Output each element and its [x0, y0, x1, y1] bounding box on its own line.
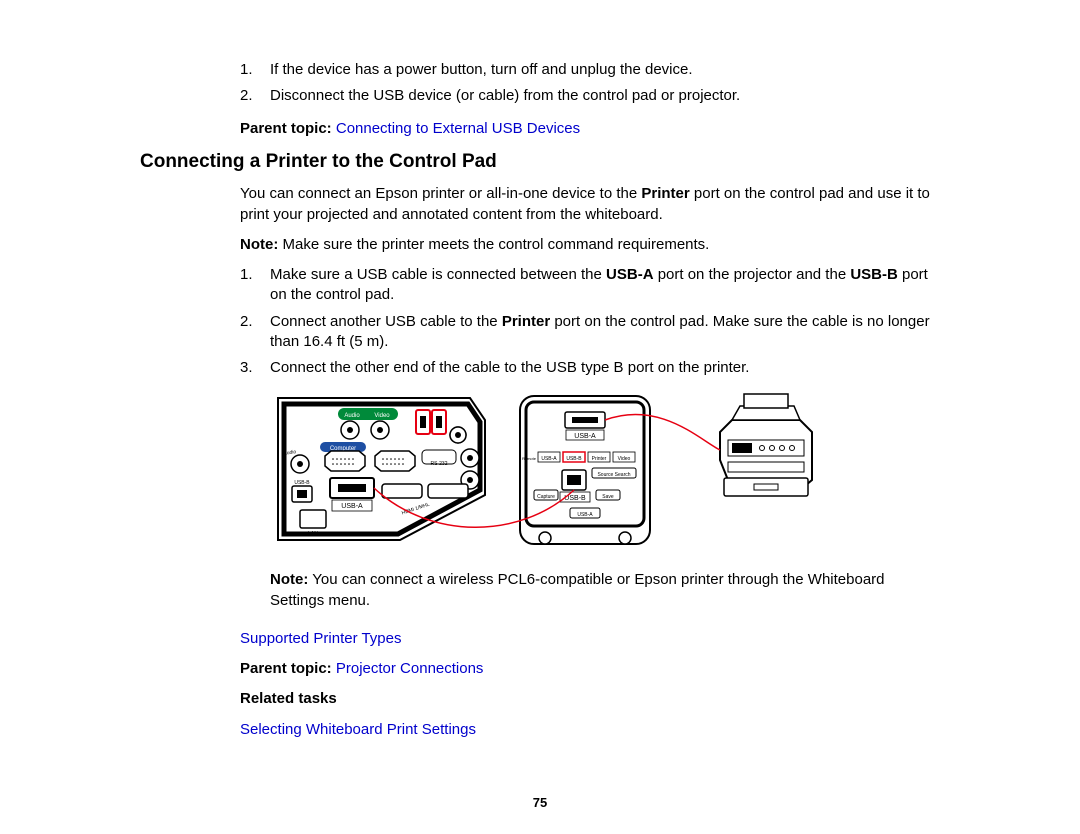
note-text: Make sure the printer meets the control … — [278, 236, 709, 253]
step-bold: USB-B — [850, 266, 898, 283]
steps-ordered-list: 1. Make sure a USB cable is connected be… — [140, 265, 940, 378]
list-number: 3. — [240, 358, 270, 378]
list-text: Connect the other end of the cable to th… — [270, 358, 940, 378]
related-task-link: Selecting Whiteboard Print Settings — [140, 720, 940, 740]
list-text: Connect another USB cable to the Printer… — [270, 312, 940, 353]
svg-text:Audio: Audio — [344, 413, 360, 419]
document-page: 1. If the device has a power button, tur… — [0, 0, 1080, 834]
list-text: Disconnect the USB device (or cable) fro… — [270, 86, 940, 106]
svg-text:USB-A: USB-A — [574, 433, 596, 440]
section-heading: Connecting a Printer to the Control Pad — [140, 149, 940, 175]
list-item: 1. If the device has a power button, tur… — [140, 60, 940, 80]
related-tasks-label: Related tasks — [140, 689, 940, 709]
intro-bold: Printer — [641, 185, 689, 202]
svg-text:Capture: Capture — [537, 494, 555, 500]
parent-topic-link[interactable]: Connecting to External USB Devices — [336, 120, 580, 137]
parent-topic-label: Parent topic: — [240, 120, 336, 137]
step-text: Connect the other end of the cable to th… — [270, 359, 749, 376]
list-number: 1. — [240, 60, 270, 80]
svg-text:Save: Save — [602, 494, 614, 500]
svg-text:USB-B: USB-B — [566, 456, 582, 462]
top-ordered-list: 1. If the device has a power button, tur… — [140, 60, 940, 107]
link-supported-printers[interactable]: Supported Printer Types — [240, 630, 401, 647]
step-bold: Printer — [502, 313, 550, 330]
list-text: If the device has a power button, turn o… — [270, 60, 940, 80]
section-intro: You can connect an Epson printer or all-… — [140, 184, 940, 225]
svg-text:Video: Video — [374, 413, 390, 419]
list-item: 2. Disconnect the USB device (or cable) … — [140, 86, 940, 106]
list-number: 2. — [240, 86, 270, 106]
svg-text:Source Search: Source Search — [597, 472, 630, 478]
supported-link: Supported Printer Types — [140, 629, 940, 649]
note-line: Note: You can connect a wireless PCL6-co… — [140, 570, 940, 611]
step-text: Make sure a USB cable is connected betwe… — [270, 266, 606, 283]
page-number: 75 — [0, 794, 1080, 812]
connection-diagram: AudioVideoComputerRS-232AudioUSB-BUSB-AL… — [140, 390, 940, 550]
note-line: Note: Make sure the printer meets the co… — [140, 235, 940, 255]
step-text: Connect another USB cable to the — [270, 313, 502, 330]
step-bold: USB-A — [606, 266, 654, 283]
list-item: 1. Make sure a USB cable is connected be… — [140, 265, 940, 306]
parent-topic-label: Parent topic: — [240, 660, 336, 677]
intro-text: You can connect an Epson printer or all-… — [240, 185, 641, 202]
svg-text:USB-A: USB-A — [341, 503, 363, 510]
svg-text:USB-B: USB-B — [294, 480, 310, 486]
list-item: 3. Connect the other end of the cable to… — [140, 358, 940, 378]
parent-topic-link[interactable]: Projector Connections — [336, 660, 484, 677]
list-item: 2. Connect another USB cable to the Prin… — [140, 312, 940, 353]
parent-topic-line: Parent topic: Connecting to External USB… — [140, 119, 940, 139]
note-label: Note: — [270, 571, 308, 588]
svg-text:Printer: Printer — [592, 456, 607, 462]
svg-text:RS-232: RS-232 — [431, 461, 448, 467]
svg-text:Remote: Remote — [522, 456, 537, 461]
note-text: You can connect a wireless PCL6-compatib… — [270, 571, 885, 608]
svg-text:Video: Video — [618, 456, 631, 462]
list-number: 2. — [240, 312, 270, 353]
list-text: Make sure a USB cable is connected betwe… — [270, 265, 940, 306]
svg-text:USB-A: USB-A — [541, 456, 557, 462]
step-text: port on the projector and the — [654, 266, 851, 283]
svg-text:USB-A: USB-A — [577, 512, 593, 518]
parent-topic-line: Parent topic: Projector Connections — [140, 659, 940, 679]
note-label: Note: — [240, 236, 278, 253]
link-whiteboard-settings[interactable]: Selecting Whiteboard Print Settings — [240, 721, 476, 738]
svg-text:LAN: LAN — [308, 531, 318, 537]
list-number: 1. — [240, 265, 270, 306]
